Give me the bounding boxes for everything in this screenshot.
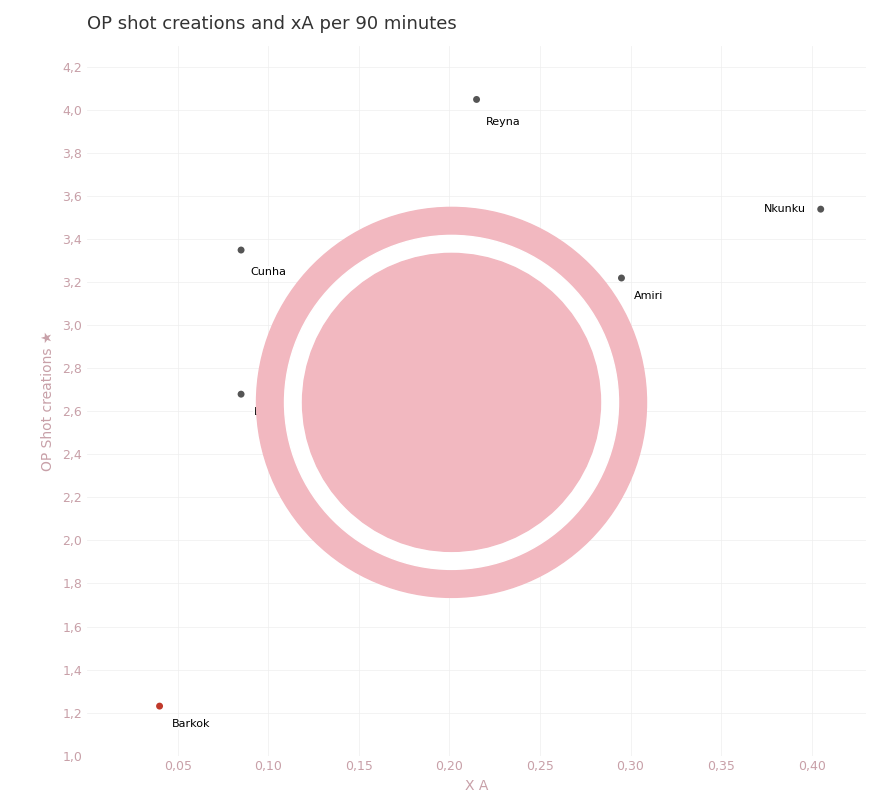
Point: [324, 280, 338, 293]
Point: [506, 420, 520, 433]
Text: Brandt: Brandt: [525, 366, 563, 377]
X-axis label: X A: X A: [465, 779, 488, 793]
Text: Demirbay: Demirbay: [525, 440, 580, 449]
Text: Reyna: Reyna: [485, 116, 521, 127]
Text: Hofmann: Hofmann: [471, 463, 522, 473]
Y-axis label: OP Shot creations ★: OP Shot creations ★: [41, 330, 56, 471]
Text: Reus: Reus: [362, 353, 389, 364]
Text: E: E: [452, 370, 501, 440]
Point: [506, 347, 520, 360]
Text: Nkunku: Nkunku: [764, 204, 806, 214]
Point: [152, 700, 167, 713]
Text: Kamada: Kamada: [344, 300, 390, 309]
Text: Duda: Duda: [254, 407, 284, 417]
Text: Wolf: Wolf: [381, 330, 404, 339]
Text: Amiri: Amiri: [634, 291, 663, 301]
Point: [470, 93, 484, 106]
Point: [234, 388, 248, 401]
Text: OP shot creations and xA per 90 minutes: OP shot creations and xA per 90 minutes: [87, 15, 457, 33]
Point: [343, 334, 357, 347]
Point: [361, 310, 375, 323]
Point: [451, 444, 465, 457]
Point: [234, 243, 248, 256]
Point: [614, 271, 628, 284]
Text: Cunha: Cunha: [250, 267, 286, 277]
Text: Barkok: Barkok: [173, 719, 211, 729]
Point: [814, 203, 828, 216]
